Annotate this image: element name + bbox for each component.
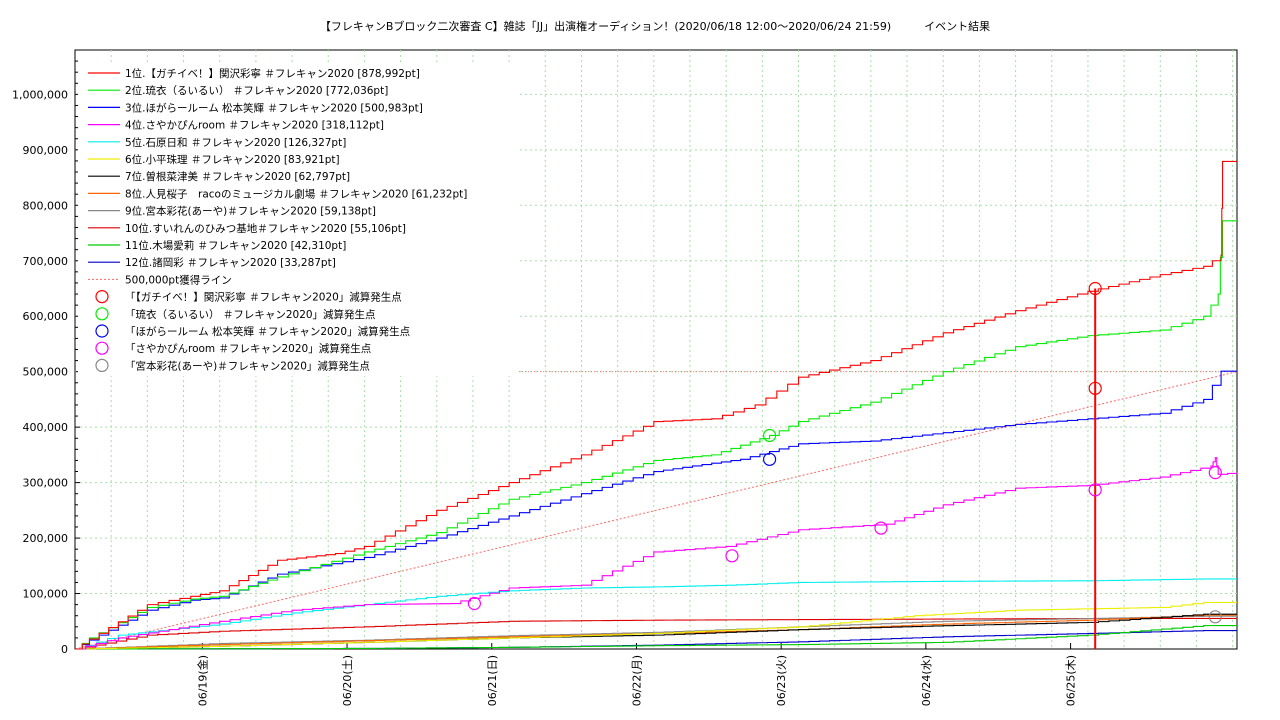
legend-marker [95, 290, 109, 304]
y-tick-label: 1,000,000 [12, 88, 68, 101]
markers [467, 281, 1222, 649]
legend-label: 10位.すいれんのひみつ基地＃フレキャン2020 [55,106pt] [125, 222, 406, 235]
series-line [75, 370, 1237, 650]
legend-label: 「ほがらールーム 松本笑輝 ＃フレキャン2020」減算発生点 [125, 325, 410, 338]
legend-background [78, 64, 518, 376]
x-tick-label: 06/23(火) [775, 655, 788, 706]
x-tick-label: 06/24(水) [920, 655, 933, 706]
grid [75, 50, 1237, 649]
legend-label: 「さやかぴんroom ＃フレキャン2020」減算発生点 [125, 342, 371, 355]
y-tick-label: 100,000 [23, 588, 69, 601]
reduction-marker [467, 596, 481, 611]
legend-marker [95, 341, 109, 355]
x-tick-label: 06/21(日) [486, 655, 499, 706]
y-tick-label: 800,000 [23, 199, 69, 212]
series-line [75, 617, 1238, 650]
y-axis: 0 100,000 200,000 300,000 400,000 500,000 600,… [12, 60, 80, 656]
legend-label: 「宮本彩花(あーや)＃フレキャン2020」減算発生点 [125, 359, 370, 372]
legend-label: 11位.木場愛莉 ＃フレキャン2020 [42,310pt] [125, 239, 346, 252]
series-line [75, 578, 1237, 650]
legend-label: 6位.小平珠理 ＃フレキャン2020 [83,921pt] [125, 153, 340, 166]
x-tick-label: 06/19(金) [195, 655, 209, 706]
y-tick-label: 900,000 [23, 144, 69, 157]
y-tick-label: 700,000 [23, 255, 69, 268]
chart-title: 【フレキャンBブロック二次審査 C】雑誌「JJ」出演権オーディション！(2020… [319, 20, 991, 33]
series-line [75, 160, 1237, 650]
legend-label: 4位.さやかぴんroom ＃フレキャン2020 [318,112pt] [125, 119, 384, 132]
legend-label: 「琉衣（るいるい） ＃フレキャン2020」減算発生点 [125, 308, 376, 321]
legend-label: 「【ガチイベ！】関沢彩寧 ＃フレキャン2020」減算発生点 [125, 291, 402, 304]
reduction-marker [1088, 281, 1102, 296]
reference-line-group [74, 371, 1238, 650]
legend-label: 7位.曽根菜津美 ＃フレキャン2020 [62,797pt] [125, 170, 350, 183]
y-tick-label: 400,000 [23, 421, 69, 434]
legend-marker [95, 307, 109, 321]
legend-label: 2位.琉衣（るいるい） ＃フレキャン2020 [772,036pt] [125, 84, 388, 97]
legend-label: 12位.諸岡彩 ＃フレキャン2020 [33,287pt] [125, 256, 336, 269]
reduction-marker [1208, 466, 1222, 480]
series-line [75, 615, 1237, 650]
series-lines [75, 160, 1238, 650]
y-tick-label: 500,000 [23, 366, 69, 379]
legend-label: 8位.人見桜子 racoのミュージカル劇場 ＃フレキャン2020 [61,232… [125, 187, 467, 200]
x-tick-label: 06/20(土) [341, 655, 354, 706]
reduction-marker [1088, 483, 1102, 497]
reduction-marker [1088, 381, 1102, 395]
legend-label: 1位.【ガチイベ！】関沢彩寧 ＃フレキャン2020 [878,992pt] [125, 67, 420, 80]
reference-line [74, 371, 1238, 650]
legend-label: 3位.ほがらールーム 松本笑輝 ＃フレキャン2020 [500,983pt] [125, 101, 423, 114]
x-tick-label: 06/22(月) [630, 655, 643, 706]
legend-marker [95, 358, 109, 372]
y-tick-label: 200,000 [23, 532, 69, 545]
legend-label: 5位.石原日和 ＃フレキャン2020 [126,327pt] [125, 136, 346, 149]
y-tick-label: 0 [61, 643, 68, 656]
series-line [75, 220, 1237, 650]
reduction-marker [874, 521, 888, 535]
legend-label: 9位.宮本彩花(あーや)＃フレキャン2020 [59,138pt] [125, 205, 376, 218]
legend: 1位.【ガチイベ！】関沢彩寧 ＃フレキャン2020 [878,992pt] 2位.… [78, 64, 518, 376]
series-line [75, 601, 1237, 650]
x-tick-label: 06/25(木) [1065, 655, 1078, 706]
reduction-marker [1208, 610, 1222, 624]
y-tick-label: 300,000 [23, 477, 69, 490]
series-line [75, 457, 1238, 650]
y-tick-label: 600,000 [23, 310, 69, 323]
reduction-marker [762, 452, 777, 466]
reduction-marker [725, 549, 739, 563]
reduction-marker [762, 428, 777, 443]
x-axis: 06/19(金) 06/20(土) 06/21(日) 06/22(月) 06/23(火)… [195, 643, 1078, 706]
series-line [75, 624, 1237, 650]
legend-marker [95, 324, 109, 338]
legend-label: 500,000pt獲得ライン [125, 273, 232, 286]
